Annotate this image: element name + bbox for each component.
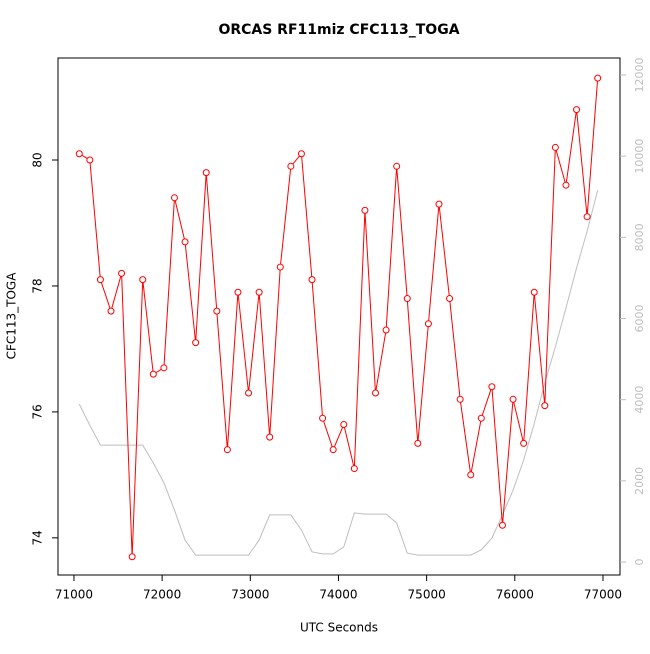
data-point [551,143,559,151]
data-point [202,169,210,177]
data-point [477,414,485,422]
data-point [96,276,104,284]
x-axis-label: UTC Seconds [300,621,378,635]
data-point [245,389,253,397]
y2-tick-label: 4000 [633,386,646,414]
y2-tick-label: 12000 [633,58,646,93]
data-point [75,150,83,158]
data-point [446,295,454,303]
data-point [361,206,369,214]
x-tick-label: 76000 [496,588,534,602]
data-point [435,200,443,208]
data-point [223,446,231,454]
data-point [573,106,581,114]
y2-tick-label: 2000 [633,467,646,495]
data-point [86,156,94,164]
data-point [456,395,464,403]
data-point [541,402,549,410]
data-point [372,389,380,397]
data-point [287,162,295,170]
data-point [308,276,316,284]
x-tick-label: 72000 [143,588,181,602]
data-point [414,439,422,447]
data-point [350,465,358,473]
y-tick-label: 74 [31,530,45,545]
y-tick-label: 76 [31,404,45,419]
data-point [530,288,538,296]
data-point [266,433,274,441]
data-point [234,288,242,296]
data-point [128,553,136,561]
y2-tick-label: 10000 [633,139,646,174]
data-point [467,471,475,479]
data-point [403,295,411,303]
data-point [520,439,528,447]
series-line [78,190,599,556]
x-tick-label: 75000 [408,588,446,602]
y-axis-label: CFC113_TOGA [5,272,19,360]
series-line [78,78,599,557]
data-point [149,370,157,378]
data-point [160,364,168,372]
data-point [509,395,517,403]
data-point [329,446,337,454]
data-point [488,383,496,391]
data-point [276,263,284,271]
data-point [340,420,348,428]
y2-tick-label: 0 [633,559,646,566]
data-point [393,162,401,170]
x-tick-label: 77000 [584,588,622,602]
data-point [319,414,327,422]
data-point [562,181,570,189]
data-point [594,74,602,82]
y2-tick-label: 8000 [633,223,646,251]
data-point [583,213,591,221]
data-point [213,307,221,315]
chart-title: ORCAS RF11miz CFC113_TOGA [218,22,459,38]
data-point [498,521,506,529]
data-point [192,339,200,347]
data-point [181,238,189,246]
y2-tick-label: 6000 [633,305,646,333]
x-tick-label: 71000 [55,588,93,602]
plot-frame [57,57,621,576]
data-point [118,269,126,277]
data-point [139,276,147,284]
data-point [170,194,178,202]
x-tick-label: 74000 [319,588,357,602]
y-tick-label: 78 [31,278,45,293]
y-tick-label: 80 [31,152,45,167]
data-point [107,307,115,315]
data-point [255,288,263,296]
data-point [424,320,432,328]
data-point [297,150,305,158]
x-tick-label: 73000 [231,588,269,602]
data-point [382,326,390,334]
